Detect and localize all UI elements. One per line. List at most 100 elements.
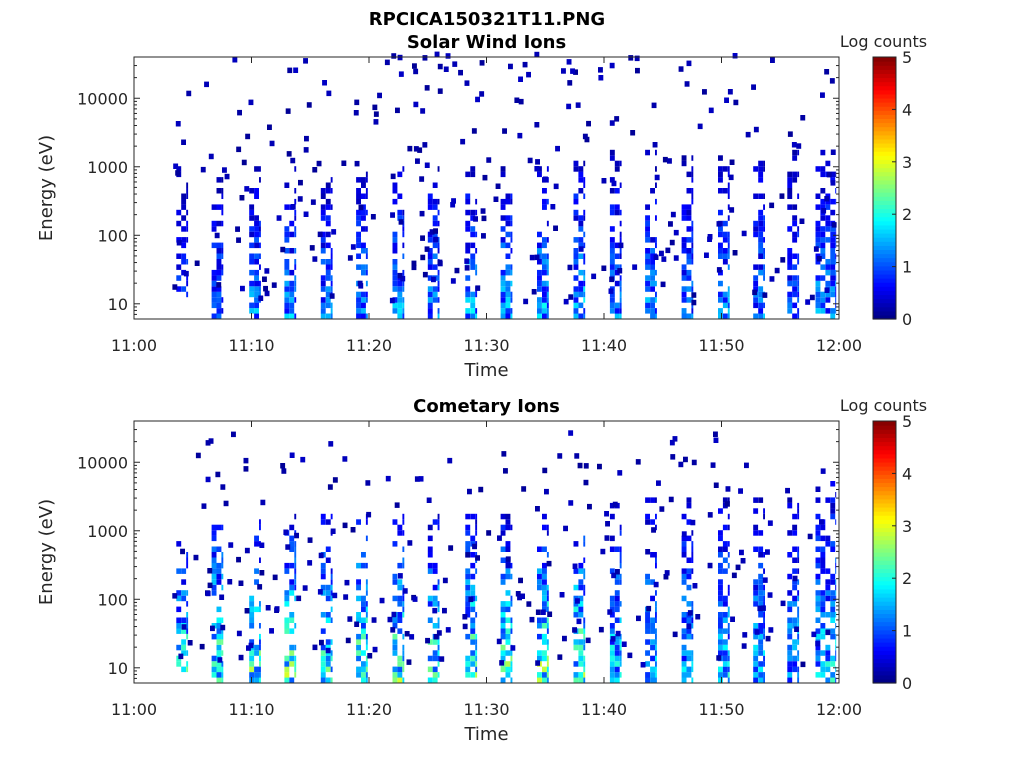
spectrogram-cell bbox=[249, 612, 255, 618]
spectrogram-cell bbox=[284, 568, 290, 574]
spectrogram-cell bbox=[181, 215, 187, 221]
spectrogram-cell bbox=[573, 639, 579, 645]
spectrogram-cell bbox=[259, 633, 261, 640]
spectrogram-cell bbox=[241, 159, 247, 166]
spectrogram-cell bbox=[800, 115, 806, 121]
spectrogram-cell bbox=[356, 209, 361, 216]
spectrogram-cell bbox=[650, 595, 655, 602]
spectrogram-cell bbox=[691, 237, 694, 243]
spectrogram-cell bbox=[835, 237, 837, 243]
spectrogram-cell bbox=[365, 188, 368, 194]
spectrogram-cell bbox=[763, 313, 765, 319]
spectrogram-cell bbox=[758, 237, 764, 243]
spectrogram-cell bbox=[236, 146, 242, 153]
spectrogram-cell bbox=[500, 677, 506, 683]
spectrogram-cell bbox=[598, 626, 604, 633]
spectrogram-cell bbox=[437, 650, 440, 656]
spectrogram-cell bbox=[727, 182, 730, 188]
spectrogram-cell bbox=[347, 255, 353, 261]
colorbar-segment bbox=[873, 433, 896, 438]
spectrogram-cell bbox=[655, 237, 657, 243]
spectrogram-cell bbox=[609, 276, 615, 283]
spectrogram-cell bbox=[718, 644, 723, 651]
spectrogram-cell bbox=[211, 666, 217, 673]
spectrogram-cell bbox=[287, 67, 293, 74]
spectrogram-cell bbox=[830, 198, 836, 205]
spectrogram-cell bbox=[289, 220, 295, 227]
spectrogram-cell bbox=[691, 280, 694, 287]
spectrogram-cell bbox=[413, 101, 419, 108]
spectrogram-cell bbox=[176, 253, 182, 259]
spectrogram-cell bbox=[718, 297, 723, 303]
spectrogram-cell bbox=[259, 177, 261, 183]
spectrogram-cell bbox=[718, 584, 723, 591]
spectrogram-cell bbox=[609, 226, 615, 232]
spectrogram-cell bbox=[546, 297, 549, 303]
colorbar-segment bbox=[873, 253, 896, 259]
spectrogram-cell bbox=[537, 269, 542, 276]
spectrogram-cell bbox=[611, 180, 617, 187]
spectrogram-cell bbox=[356, 231, 361, 238]
spectrogram-cell bbox=[825, 497, 831, 503]
spectrogram-cell bbox=[272, 574, 278, 581]
spectrogram-cell bbox=[815, 557, 821, 563]
spectrogram-cell bbox=[537, 286, 542, 292]
spectrogram-cell bbox=[320, 231, 326, 238]
spectrogram-cell bbox=[537, 568, 542, 574]
spectrogram-cell bbox=[472, 543, 477, 550]
spectrogram-cell bbox=[284, 204, 290, 210]
spectrogram-cell bbox=[397, 617, 403, 623]
spectrogram-cell bbox=[716, 267, 722, 273]
spectrogram-cell bbox=[835, 259, 837, 265]
spectrogram-cell bbox=[609, 601, 615, 607]
spectrogram-cell bbox=[254, 242, 259, 249]
spectrogram-cell bbox=[583, 160, 586, 167]
spectrogram-cell bbox=[236, 237, 241, 243]
colorbar-tick-label: 3 bbox=[902, 517, 912, 536]
spectrogram-cell bbox=[573, 584, 579, 591]
spectrogram-cell bbox=[619, 530, 622, 536]
spectrogram-cell bbox=[815, 291, 821, 298]
spectrogram-cell bbox=[815, 226, 821, 232]
spectrogram-cell bbox=[546, 617, 549, 623]
spectrogram-cell bbox=[691, 530, 694, 536]
spectrogram-cell bbox=[356, 313, 361, 319]
spectrogram-cell bbox=[727, 253, 730, 259]
spectrogram-cell bbox=[432, 198, 438, 205]
spectrogram-cell bbox=[830, 275, 836, 281]
spectrogram-cell bbox=[320, 568, 326, 574]
spectrogram-cell bbox=[320, 242, 326, 249]
spectrogram-cell bbox=[681, 661, 687, 667]
spectrogram-cell bbox=[432, 666, 438, 673]
spectrogram-cell bbox=[451, 198, 456, 204]
spectrogram-cell bbox=[820, 204, 826, 210]
x-tick-label: 11:00 bbox=[111, 336, 157, 355]
spectrogram-cell bbox=[365, 291, 368, 298]
spectrogram-cell bbox=[758, 573, 764, 580]
spectrogram-cell bbox=[825, 568, 831, 574]
colorbar-segment bbox=[873, 441, 896, 447]
spectrogram-cell bbox=[397, 193, 403, 199]
spectrogram-cell bbox=[835, 655, 837, 662]
spectrogram-cell bbox=[294, 666, 297, 673]
spectrogram-cell bbox=[356, 650, 361, 656]
spectrogram-cell bbox=[573, 69, 578, 75]
spectrogram-cell bbox=[392, 286, 398, 292]
spectrogram-cell bbox=[432, 584, 438, 591]
spectrogram-cell bbox=[505, 280, 511, 287]
spectrogram-cell bbox=[448, 545, 454, 551]
spectrogram-cell bbox=[216, 253, 222, 259]
spectrogram-cell bbox=[820, 171, 826, 178]
spectrogram-cell bbox=[820, 568, 826, 574]
spectrogram-cell bbox=[763, 264, 765, 270]
spectrogram-cell bbox=[718, 171, 723, 178]
spectrogram-cell bbox=[264, 268, 270, 274]
colorbar-segment bbox=[873, 576, 896, 582]
spectrogram-cell bbox=[718, 166, 723, 172]
spectrogram-cell bbox=[645, 661, 650, 667]
spectrogram-cell bbox=[763, 275, 765, 281]
spectrogram-cell bbox=[417, 147, 423, 153]
y-tick-label: 100 bbox=[97, 226, 128, 245]
spectrogram-cell bbox=[763, 595, 765, 602]
spectrogram-cell bbox=[505, 242, 511, 249]
